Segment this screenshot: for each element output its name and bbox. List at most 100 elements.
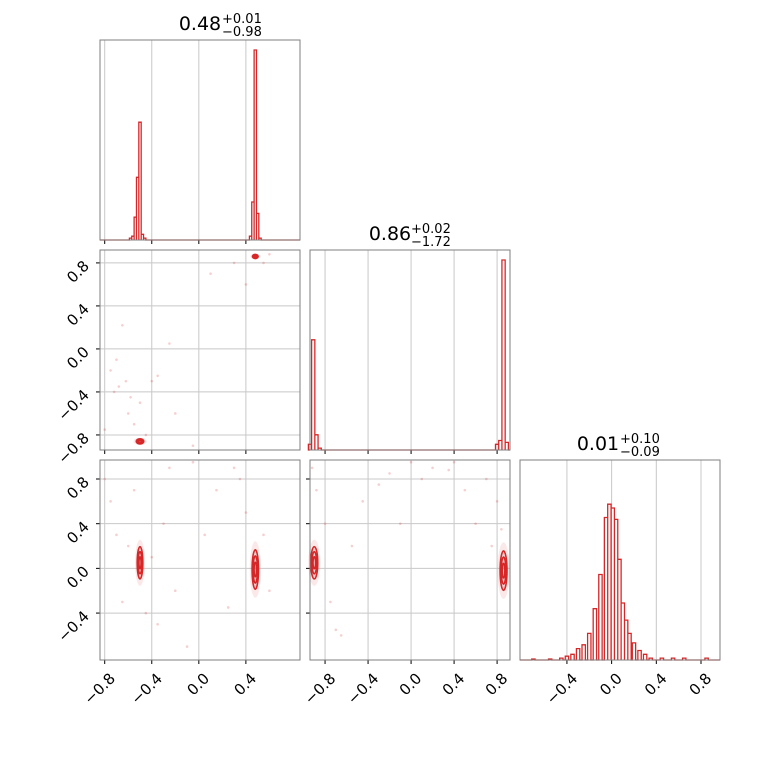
- panel-p1_vs_p0-point-5: [126, 412, 130, 415]
- panel-p1_vs_p0-point-8: [138, 401, 142, 404]
- hist-0-frame: [99, 39, 301, 241]
- panel-p1_vs_p0-point-4: [124, 379, 128, 383]
- panel-p2_vs_p1-point-15: [474, 522, 477, 525]
- panel-p1_vs_p0-cluster-0-contour-2: [253, 254, 258, 259]
- panel-p1_vs_p0-point-17: [244, 283, 248, 286]
- panel-p2_vs_p0-xlabel-0: −0.8: [80, 670, 118, 708]
- panel-p2_vs_p1-point-10: [409, 460, 413, 464]
- panel-p2_vs_p0-point-20: [232, 466, 236, 470]
- panel-p1_vs_p0-point-16: [232, 261, 236, 265]
- panel-p1_vs_p0-point-19: [268, 253, 271, 256]
- panel-p1_vs_p0-point-7: [132, 422, 136, 426]
- title-param-1-plus: +0.02: [411, 222, 451, 237]
- panel-p1_vs_p0-cluster-1-contour-1: [136, 438, 144, 444]
- panel-p2_vs_p1-point-17: [490, 544, 494, 548]
- panel-p2_vs_p0-cluster-0-contour-2: [138, 555, 142, 570]
- panel-p2_vs_p0-point-19: [268, 589, 271, 593]
- panel-p2_vs_p0-point-15: [226, 606, 230, 609]
- panel-p1_vs_p0-point-6: [129, 396, 132, 399]
- panel-p2_vs_p1-cluster-1-contour-2: [501, 562, 506, 579]
- panel-p2_vs_p1-point-6: [350, 544, 354, 548]
- panel-p2_vs_p1-point-13: [447, 468, 451, 472]
- panel-p1_vs_p0-point-18: [262, 261, 265, 265]
- panel-p2_vs_p0-ylabel-3: 0.8: [63, 473, 93, 503]
- panel-p2_vs_p1-point-12: [431, 466, 434, 470]
- panel-p2_vs_p1-xlabel-2: 0.0: [396, 670, 426, 700]
- panel-p2_vs_p1-cluster-1-contour-1: [500, 556, 507, 585]
- panel-p2_vs_p0-point-16: [238, 477, 242, 481]
- panel-p1_vs_p0-ylabel-3: 0.4: [63, 300, 93, 330]
- panel-p2_vs_p1-xlabel-0: −0.8: [301, 670, 339, 708]
- panel-p2_vs_p1-point-5: [339, 634, 343, 637]
- panel-p1_vs_p0-frame: [99, 249, 301, 451]
- panel-p1_vs_p0-point-14: [191, 444, 195, 447]
- panel-p2_vs_p0-point-5: [132, 488, 136, 492]
- panel-p2_vs_p1-point-8: [377, 483, 381, 486]
- panel-p1_vs_p0-ylabel-0: −0.8: [54, 429, 92, 467]
- hist-1-steps: [307, 259, 510, 451]
- hist-1-frame: [309, 249, 511, 451]
- panel-p2_vs_p0-ylabel-2: 0.4: [63, 518, 93, 548]
- panel-p2_vs_p0-point-9: [162, 522, 165, 525]
- panel-p2_vs_p0-point-21: [191, 460, 195, 464]
- panel-p2_vs_p1-point-0: [310, 466, 314, 470]
- panel-p2_vs_p0-point-8: [156, 622, 159, 626]
- panel-p1_vs_p0-point-21: [109, 369, 112, 372]
- panel-p1_vs_p0-point-20: [103, 428, 107, 431]
- panel-p1_vs_p0-point-3: [121, 323, 124, 327]
- hist-2-steps: [520, 503, 720, 661]
- panel-p2_vs_p1-point-18: [495, 500, 499, 503]
- panel-p2_vs_p0-ylabel-0: −0.4: [54, 607, 92, 645]
- panel-p2_vs_p1-frame: [309, 459, 511, 661]
- panel-p2_vs_p0-cluster-1-contour-0: [251, 549, 260, 590]
- panel-p2_vs_p1-point-9: [388, 472, 391, 475]
- panel-p2_vs_p0-point-11: [173, 589, 177, 593]
- panel-p1_vs_p0-cluster-1-contour-0: [135, 438, 145, 445]
- panel-p2_vs_p0-point-17: [244, 511, 248, 514]
- panel-p2_vs_p1-xlabel-3: 0.4: [439, 670, 469, 700]
- panel-p2_vs_p1-point-21: [452, 460, 456, 464]
- hist-0-steps: [100, 49, 300, 241]
- panel-p2_vs_p1-xlabel-1: −0.4: [344, 670, 382, 708]
- panel-p2_vs_p0-point-6: [144, 611, 148, 615]
- panel-p2_vs_p0-point-12: [185, 645, 189, 648]
- panel-p2_vs_p1-cluster-0-contour-2: [312, 555, 317, 570]
- panel-p2_vs_p1-point-19: [500, 527, 503, 531]
- panel-p1_vs_p0-point-9: [144, 433, 148, 437]
- hist-2-xlabel-1: 0.0: [596, 670, 626, 700]
- panel-p2_vs_p0-point-2: [115, 533, 118, 537]
- panel-p2_vs_p0-cluster-0-contour-1: [137, 550, 143, 575]
- panel-p1_vs_p0-ylabel-1: −0.4: [54, 386, 92, 424]
- panel-p2_vs_p0-xlabel-3: 0.4: [231, 670, 261, 700]
- panel-p1_vs_p0-point-10: [150, 379, 154, 383]
- title-param-1-minus: −1.72: [411, 235, 451, 250]
- panel-p2_vs_p1-point-20: [399, 522, 402, 525]
- panel-p2_vs_p0-cluster-1-contour-1: [252, 555, 259, 584]
- panel-p2_vs_p0-point-3: [121, 600, 124, 604]
- panel-p1_vs_p0-point-11: [156, 374, 159, 378]
- panel-p1_vs_p0-cluster-1-contour-2: [137, 439, 143, 444]
- panel-p2_vs_p0-point-7: [150, 555, 154, 559]
- panel-p1_vs_p0-ylabel-4: 0.8: [63, 257, 93, 287]
- panel-p2_vs_p1-point-14: [463, 488, 467, 492]
- panel-p2_vs_p1-cluster-0-contour-0: [310, 545, 319, 580]
- panel-p2_vs_p0-point-14: [215, 488, 218, 492]
- panel-p2_vs_p1-point-7: [361, 500, 364, 503]
- title-param-2-minus: −0.09: [620, 445, 660, 460]
- panel-p2_vs_p0-cluster-0-contour-0: [136, 545, 144, 580]
- panel-p2_vs_p0-point-10: [168, 466, 171, 470]
- panel-p2_vs_p1-cluster-0-contour-1: [311, 550, 318, 575]
- hist-2-xlabel-2: 0.4: [641, 670, 671, 700]
- panel-p1_vs_p0-point-2: [117, 385, 121, 388]
- panel-p2_vs_p0-point-4: [126, 544, 130, 548]
- panel-p2_vs_p0-ylabel-1: 0.0: [63, 562, 93, 592]
- panel-p2_vs_p0-point-0: [103, 477, 107, 481]
- panel-p1_vs_p0-point-12: [168, 342, 171, 345]
- panel-p2_vs_p0-point-1: [109, 500, 112, 503]
- panel-p2_vs_p1-point-2: [323, 522, 327, 525]
- panel-p2_vs_p0-point-13: [203, 533, 207, 537]
- hist-2-xlabel-3: 0.8: [686, 670, 716, 700]
- title-param-0-plus: +0.01: [222, 12, 262, 27]
- panel-p2_vs_p1-point-11: [420, 477, 424, 481]
